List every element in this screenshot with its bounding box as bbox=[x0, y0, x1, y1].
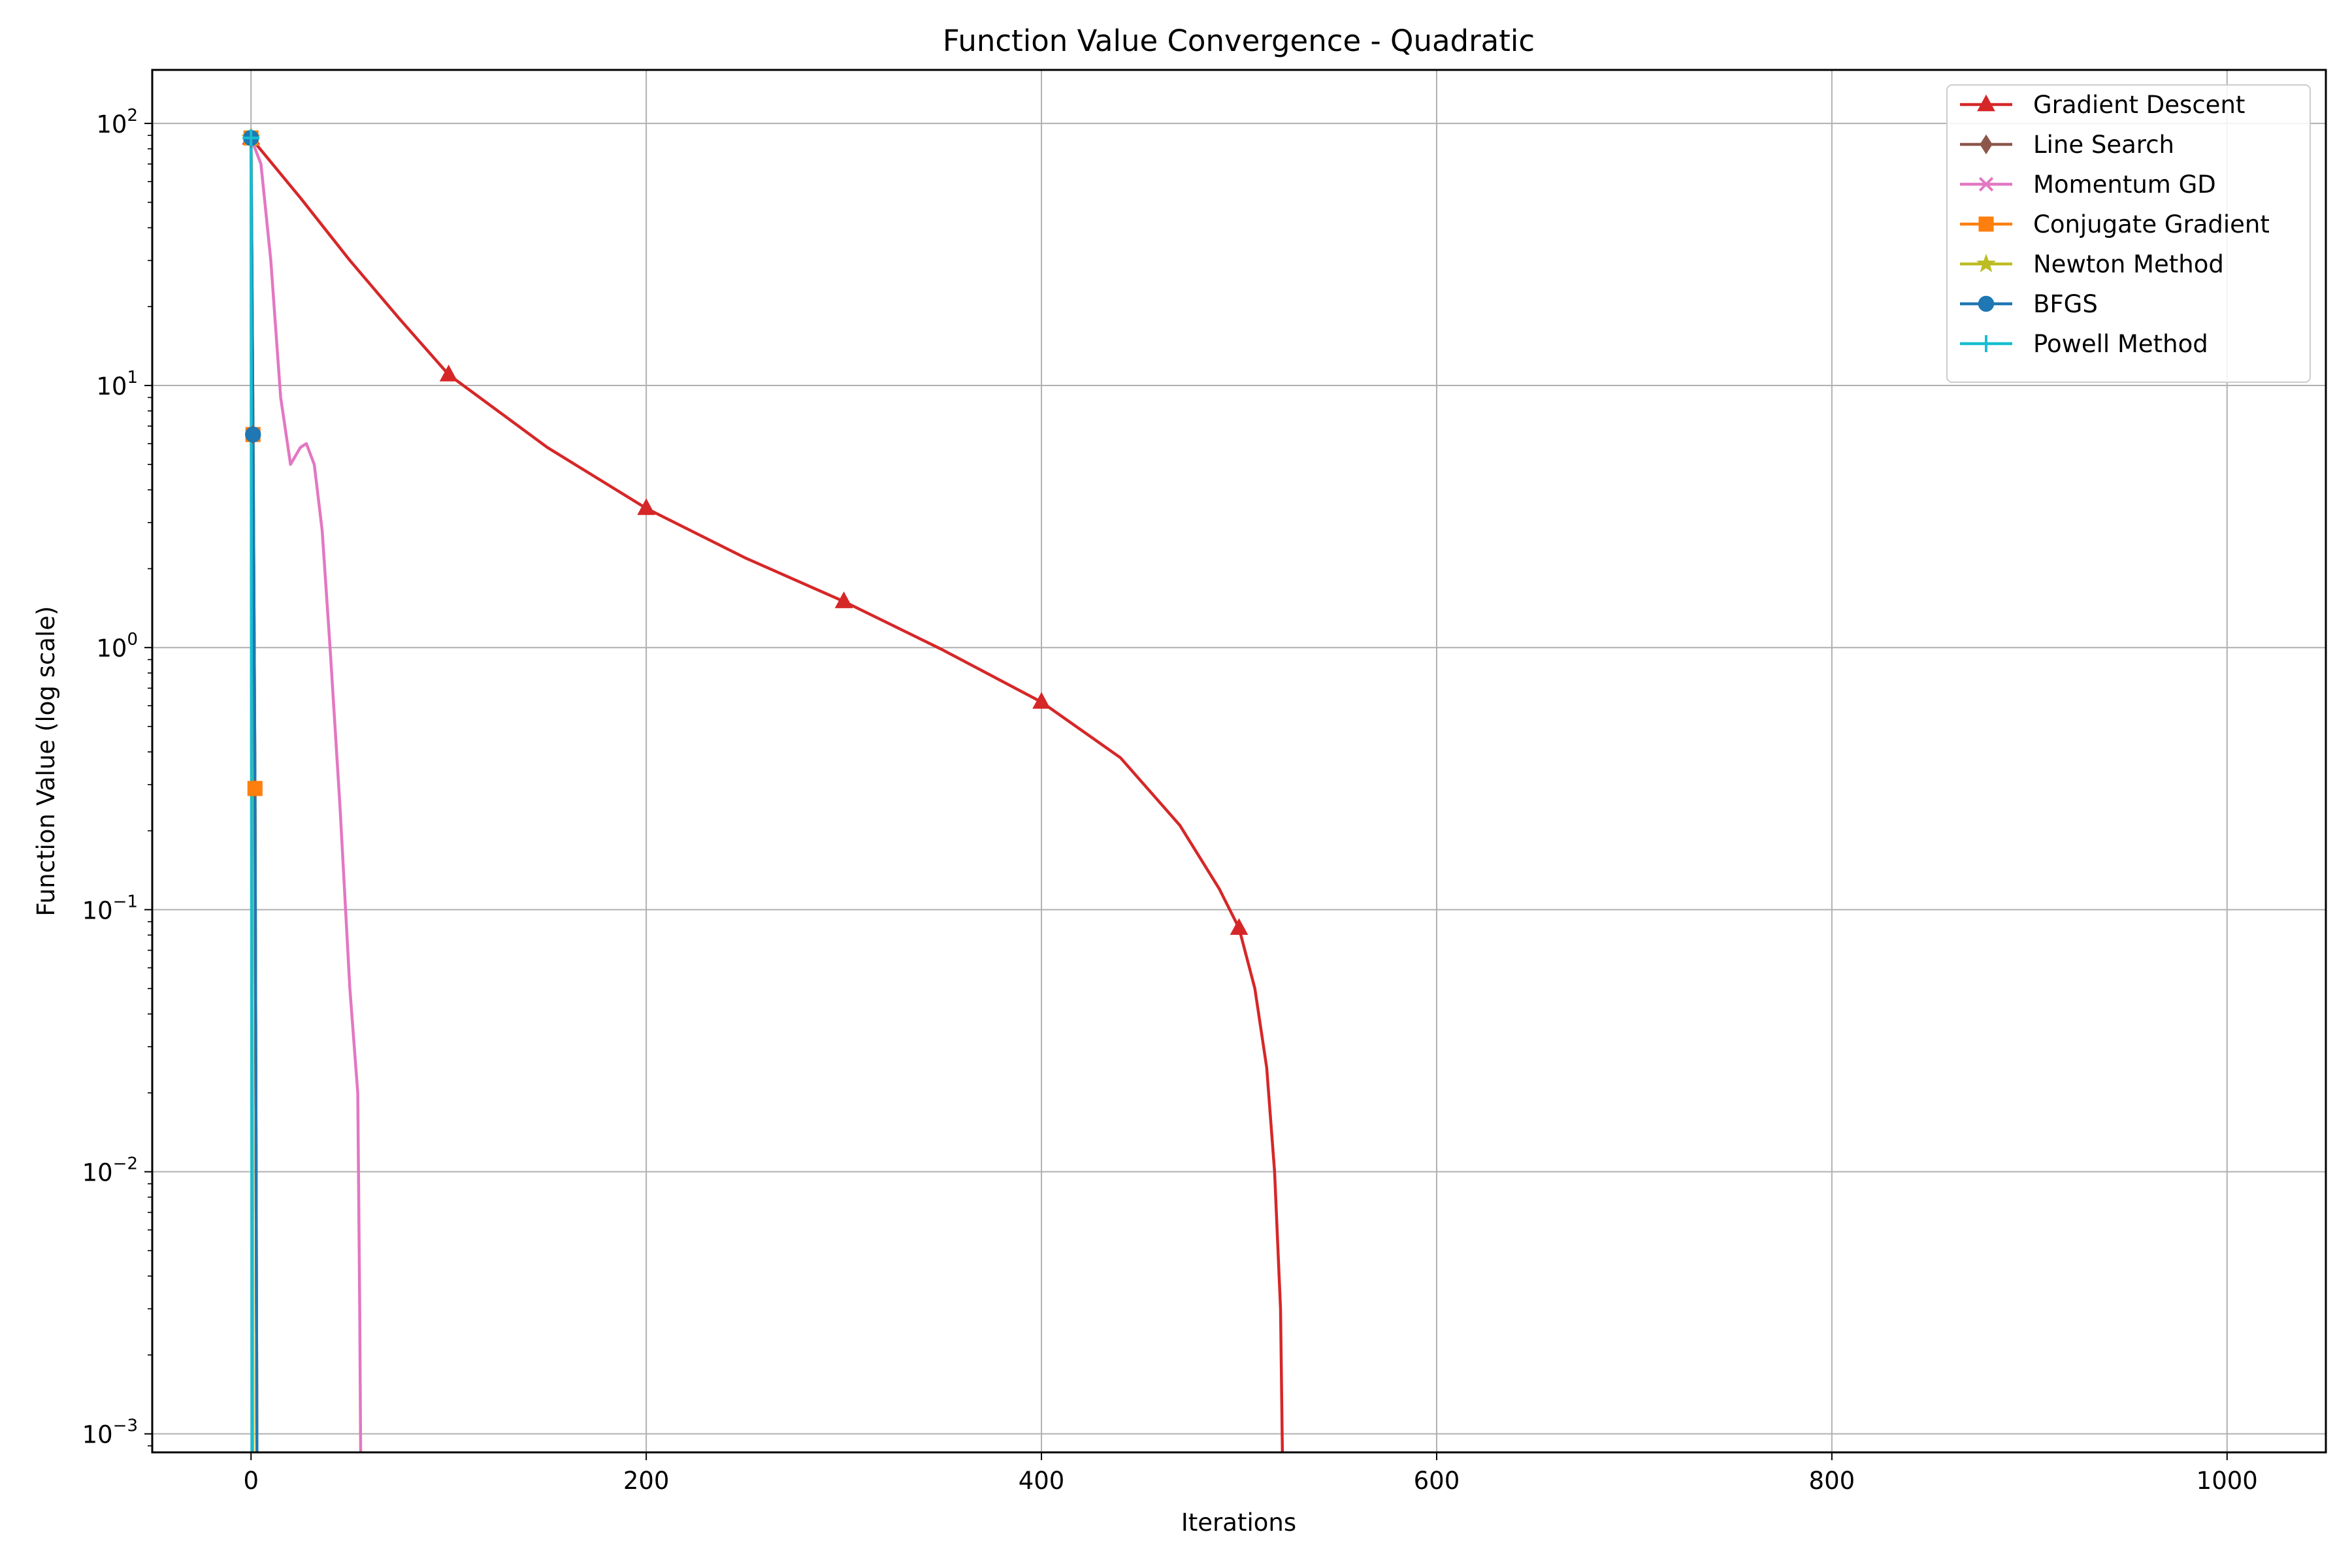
series-5-point bbox=[245, 426, 261, 443]
series-0-point bbox=[637, 498, 655, 515]
legend-item: BFGS bbox=[1960, 290, 2098, 318]
legend: Gradient Descent Line Search Momentum GD Co… bbox=[1946, 84, 2311, 383]
legend-label: Powell Method bbox=[2033, 330, 2208, 358]
grid-lines bbox=[152, 70, 2326, 1452]
series-0-point bbox=[834, 591, 853, 608]
y-tick-base: 10 bbox=[96, 634, 127, 662]
series-6-point bbox=[242, 129, 260, 147]
y-tick-exponent: 0 bbox=[127, 630, 138, 649]
legend-item: Momentum GD bbox=[1960, 171, 2216, 199]
legend-item: Powell Method bbox=[1960, 330, 2208, 358]
y-tick-base: 10 bbox=[82, 1421, 113, 1449]
x-tick-label: 1000 bbox=[2197, 1467, 2258, 1495]
series-lines bbox=[249, 137, 1284, 1452]
y-tick-label: 101 bbox=[96, 368, 138, 400]
y-tick-label: 102 bbox=[96, 106, 138, 139]
legend-marker bbox=[1978, 216, 1994, 232]
y-tick-base: 10 bbox=[82, 896, 113, 924]
legend-marker bbox=[1980, 134, 1993, 155]
y-tick-base: 10 bbox=[96, 372, 127, 400]
y-tick-exponent: −1 bbox=[113, 892, 138, 911]
x-tick-label: 200 bbox=[623, 1467, 670, 1495]
legend-item: Line Search bbox=[1960, 131, 2174, 159]
series-3-point bbox=[247, 781, 263, 796]
y-tick-base: 10 bbox=[96, 110, 127, 139]
series-0-point bbox=[439, 365, 458, 382]
x-axis-label: Iterations bbox=[1181, 1509, 1296, 1537]
y-tick-label: 100 bbox=[96, 630, 138, 662]
plot-frame bbox=[151, 69, 2327, 1454]
legend-label: Newton Method bbox=[2033, 250, 2224, 278]
y-tick-label: 10−2 bbox=[82, 1154, 138, 1187]
y-tick-exponent: −3 bbox=[113, 1416, 138, 1436]
legend-marker bbox=[1977, 94, 1995, 112]
y-tick-label: 10−3 bbox=[82, 1416, 138, 1449]
x-axis-ticks: 0 200 400 600 800 1000 bbox=[243, 1452, 2258, 1495]
legend-label: Momentum GD bbox=[2033, 171, 2216, 199]
legend-item: Newton Method bbox=[1960, 250, 2224, 278]
legend-label: Conjugate Gradient bbox=[2033, 210, 2270, 238]
legend-label: Line Search bbox=[2033, 131, 2174, 159]
series-0-point bbox=[1230, 918, 1249, 935]
legend-marker bbox=[1978, 295, 1995, 312]
series-line-0 bbox=[250, 137, 1284, 1452]
y-tick-exponent: 2 bbox=[127, 106, 138, 125]
legend-item: Conjugate Gradient bbox=[1960, 210, 2270, 238]
y-tick-exponent: −2 bbox=[113, 1154, 138, 1174]
y-tick-exponent: 1 bbox=[127, 368, 138, 387]
legend-box bbox=[1946, 84, 2311, 383]
y-axis-label: Function Value (log scale) bbox=[32, 606, 60, 917]
legend-marker bbox=[1978, 176, 1994, 192]
legend-label: Gradient Descent bbox=[2033, 91, 2245, 119]
series-0-point bbox=[1032, 692, 1051, 709]
x-tick-label: 400 bbox=[1019, 1467, 1065, 1495]
chart-title: Function Value Convergence - Quadratic bbox=[943, 24, 1535, 58]
series-line-2 bbox=[250, 137, 363, 1452]
x-tick-label: 800 bbox=[1809, 1467, 1855, 1495]
x-tick-label: 600 bbox=[1414, 1467, 1460, 1495]
legend-marker bbox=[1978, 335, 1995, 352]
series-line-6 bbox=[249, 138, 253, 1452]
legend-marker bbox=[1976, 253, 1997, 272]
legend-item: Gradient Descent bbox=[1960, 91, 2245, 119]
legend-label: BFGS bbox=[2033, 290, 2098, 318]
y-tick-label: 10−1 bbox=[82, 892, 138, 924]
x-tick-label: 0 bbox=[243, 1467, 259, 1495]
series-markers bbox=[241, 127, 1249, 935]
y-tick-base: 10 bbox=[82, 1159, 113, 1187]
